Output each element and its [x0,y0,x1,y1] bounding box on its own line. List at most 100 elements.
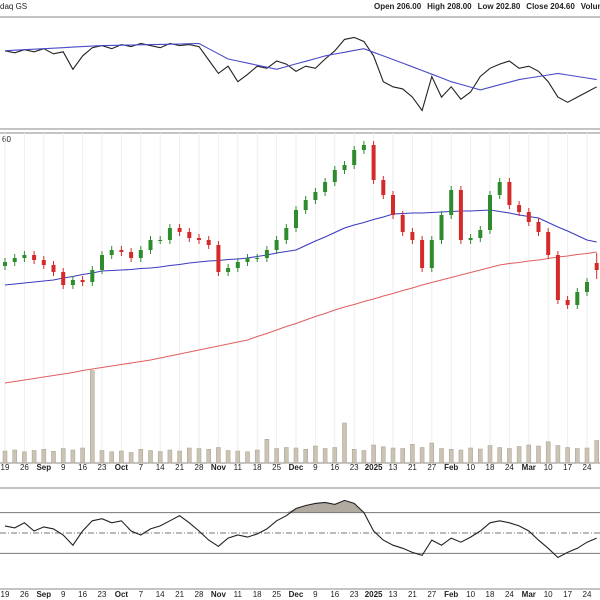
candle-body [167,228,172,240]
candle-body [420,240,425,268]
volume-bar [429,442,435,464]
candle-body [216,245,221,272]
volume-bar [342,422,347,464]
x-tick-label: 25 [272,590,281,599]
candle-body [536,222,541,232]
ohlc-text: Low 202.80 [478,2,521,11]
x-tick-label: 10 [544,590,553,599]
candle-body [245,258,250,262]
candle-body [148,240,153,250]
x-tick-label: 16 [78,463,87,472]
x-tick-label: Nov [211,463,227,472]
x-tick-label: 21 [408,463,417,472]
x-tick-label: 10 [544,463,553,472]
volume-bar [468,447,473,464]
x-tick-label: 17 [563,590,572,599]
indicator-line [4,209,597,286]
x-tick-label: 2025 [365,463,383,472]
volume-bar [216,447,221,464]
candle-body [468,238,473,240]
candle-body [32,255,37,260]
x-tick-label: 9 [313,463,318,472]
candle-body [565,300,570,305]
candle-body [313,192,318,200]
candle-body [332,170,337,182]
volume-bar [313,445,318,464]
volume-bar [516,446,522,464]
candle-body [546,232,551,255]
candle-body [449,190,454,215]
x-tick-label: Oct [115,463,129,472]
x-tick-label: 18 [253,590,262,599]
candle-body [177,228,182,232]
candle-body [90,270,95,282]
x-tick-label: Feb [444,463,458,472]
volume-bar [264,439,270,464]
volume-bar [274,448,279,464]
candle-body [12,258,17,262]
volume-bar [526,444,532,464]
x-tick-label: 19 [1,463,10,472]
candle-body [119,250,124,252]
candle-body [264,250,269,258]
volume-bar [138,449,144,464]
x-tick-label: 11 [234,590,243,599]
volume-bar [555,445,561,464]
volume-bar [60,448,66,464]
volume-bar [90,370,95,464]
candle-body [129,252,134,258]
x-tick-label: 9 [61,590,66,599]
x-tick-label: 18 [253,463,262,472]
volume-bar [128,452,134,464]
candle-body [585,282,589,292]
volume-bar [400,448,405,464]
x-tick-label: 10 [466,590,475,599]
x-tick-label: 13 [389,590,398,599]
volume-bar [381,446,386,464]
volume-bar [594,440,599,464]
x-tick-label: 23 [350,590,359,599]
volume-bar [51,451,56,464]
volume-bar [254,449,260,464]
x-tick-label: 28 [195,590,204,599]
x-tick-label: Mar [522,463,536,472]
volume-bar [361,450,367,464]
indicator-line [4,499,597,559]
x-tick-label: 16 [78,590,87,599]
candle-body [352,150,357,165]
candle-body [507,182,512,205]
x-tick-label: Dec [289,463,304,472]
x-tick-label: 18 [486,590,495,599]
volume-bar [351,449,357,464]
x-tick-label: 24 [505,590,514,599]
volume-bar [410,444,415,464]
candle-body [294,210,298,228]
ohlc-text: High 208.00 [427,2,472,11]
ohlc-text: Close 204.60 [526,2,575,11]
candle-body [391,195,395,215]
x-tick-label: 26 [20,463,29,472]
x-tick-label: 27 [427,463,436,472]
candle-body [206,240,211,245]
volume-bar [497,447,502,464]
x-tick-label: 7 [139,463,144,472]
candle-body [109,250,114,255]
volume-bar [390,447,396,464]
volume-bar [284,447,289,464]
x-tick-label: 16 [330,463,339,472]
volume-bar [196,448,202,464]
candle-body [138,250,143,258]
x-tick-label: 16 [330,590,339,599]
x-tick-label: Nov [211,590,227,599]
x-tick-label: Dec [289,590,304,599]
ohlc-text: Open 206.00 [374,2,422,11]
x-tick-label: 2025 [365,590,383,599]
candle-body [255,258,260,259]
candle-body [70,280,75,285]
candle-body [478,230,483,238]
volume-bar [478,448,483,464]
candle-body [488,195,492,230]
candle-body [410,232,415,240]
